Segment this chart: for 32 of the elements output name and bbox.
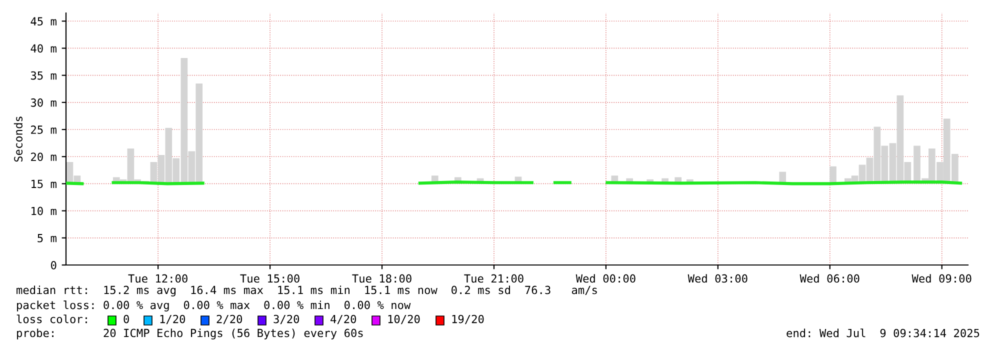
- y-tick-label: 40 m: [30, 44, 56, 53]
- text: 4/20: [330, 314, 356, 324]
- text: median rtt: 15.2 ms avg 16.4 ms max 15.1 ms min 15.1 ms now 0.2 ms sd 76.3 am/s: [16, 286, 597, 296]
- bar: [830, 166, 836, 184]
- x-tick-label: Tue 21:00: [464, 274, 524, 283]
- x-tick-label: Wed 09:00: [912, 274, 972, 283]
- x-tick-label: Wed 06:00: [800, 274, 860, 283]
- text: packet loss: 0.00 % avg 0.00 % max 0.00 % min 0.00 % now: [17, 300, 411, 312]
- y-tick-label: 10 m: [32, 206, 56, 216]
- text: 19/20: [452, 314, 484, 324]
- text: 3/20: [274, 314, 300, 324]
- text: 0: [124, 314, 129, 324]
- y-tick-label: 0: [51, 261, 56, 270]
- y-tick-label: 45 m: [30, 17, 56, 26]
- text: probe: 20 ICMP Echo Pings (56 Bytes) every 60s: [17, 328, 363, 340]
- y-tick-label: 15 m: [32, 180, 56, 188]
- x-tick-label: Wed 00:00: [576, 274, 636, 283]
- y-tick-label: 20 m: [31, 152, 56, 162]
- text: 10/20: [388, 314, 420, 324]
- x-tick-label: Tue 12:00: [128, 274, 188, 283]
- text: loss color:: [16, 314, 87, 324]
- y-tick-label: 35 m: [30, 71, 56, 80]
- x-tick-label: Tue 18:00: [352, 274, 412, 283]
- text: 1/20: [160, 314, 186, 324]
- y-axis-title: Seconds: [14, 116, 23, 162]
- y-tick-label: 30 m: [30, 98, 56, 107]
- text: end: Wed Jul 9 09:34:14 2025: [786, 328, 980, 338]
- x-tick-label: Wed 03:00: [688, 274, 748, 283]
- y-tick-label: 5 m: [38, 234, 56, 242]
- text: 2/20: [216, 314, 242, 324]
- x-tick-label: Tue 15:00: [240, 274, 300, 283]
- y-tick-label: 25 m: [31, 126, 56, 134]
